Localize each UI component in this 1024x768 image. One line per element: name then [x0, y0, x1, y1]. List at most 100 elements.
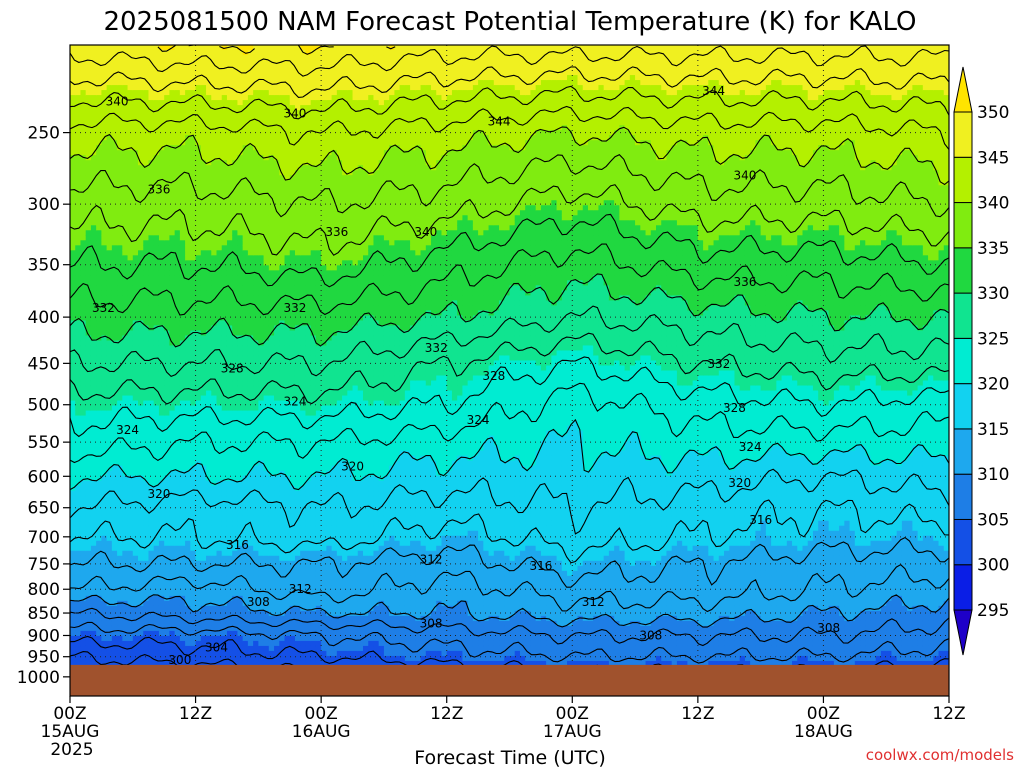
contour-labels: 340 340 344 344 336 340 336 340 336 332 332 332 328 3… [92, 84, 840, 667]
y-tick-label: 600 [28, 467, 60, 487]
contour-label: 324 [284, 395, 307, 409]
x-tick-label: 12Z [932, 704, 965, 724]
colorbar-swatch [953, 111, 973, 158]
contour-line [70, 564, 949, 613]
contour-label: 328 [221, 362, 244, 376]
contour-label: 340 [284, 106, 307, 120]
theta-color-fill [70, 45, 949, 696]
colorbar-swatch [953, 518, 973, 566]
colorbar-swatch [953, 292, 973, 339]
y-tick-label: 950 [28, 648, 60, 668]
contour-label: 324 [467, 413, 490, 427]
chart-title: 2025081500 NAM Forecast Potential Temper… [103, 7, 916, 37]
contour-label: 344 [702, 84, 725, 98]
ground-below-surface [70, 664, 949, 696]
colorbar-label: 340 [977, 194, 1009, 214]
contour-label: 308 [247, 595, 270, 609]
contour-label: 308 [817, 621, 840, 635]
colorbar-label: 315 [977, 420, 1009, 440]
x-tick-day: 16AUG [292, 722, 351, 742]
contour-line [70, 213, 949, 288]
y-tick-label: 400 [28, 308, 60, 328]
x-tick-label: 00Z [305, 704, 338, 724]
colorbar-label: 295 [977, 601, 1009, 621]
contour-label: 312 [582, 595, 605, 609]
y-tick-label: 700 [28, 528, 60, 548]
y-axis-pressure: 2503003504004505005506006507007508008509… [17, 124, 70, 688]
contour-label: 336 [733, 275, 756, 289]
contour-label: 300 [168, 653, 191, 667]
contour-label: 336 [325, 225, 348, 239]
contour-line [70, 621, 949, 664]
y-tick-label: 800 [28, 580, 60, 600]
contour-line [70, 184, 949, 256]
contour-line [70, 66, 949, 98]
colorbar-label: 300 [977, 556, 1009, 576]
contour-label: 332 [92, 301, 115, 315]
contour-line [70, 243, 949, 316]
contour-line [70, 607, 949, 647]
colorbar-label: 310 [977, 465, 1009, 485]
plot-frame [69, 44, 950, 697]
contour-label: 328 [482, 369, 505, 383]
y-tick-label: 250 [28, 124, 60, 144]
colorbar-label: 330 [977, 284, 1009, 304]
y-tick-label: 1000 [17, 668, 60, 688]
contour-label: 332 [425, 341, 448, 355]
contour-label: 332 [707, 357, 730, 371]
contour-line [70, 105, 949, 150]
x-tick-label: 00Z [807, 704, 840, 724]
contour-label: 316 [226, 538, 249, 552]
contour-line [70, 332, 949, 405]
contour-line [70, 305, 949, 378]
contour-label: 308 [639, 628, 662, 642]
colorbar-swatch [953, 337, 973, 385]
colorbar-legend: 295 300 305 310 315 320 325 330 335 340 345 350 [953, 66, 1009, 656]
x-tick-label: 00Z [53, 704, 86, 724]
colorbar-swatch [953, 66, 973, 113]
x-tick-year: 2025 [50, 740, 93, 760]
colorbar-swatch [953, 428, 973, 475]
contour-label: 316 [529, 559, 552, 573]
contour-line [70, 594, 949, 628]
y-tick-label: 350 [28, 256, 60, 276]
contour-label: 320 [341, 459, 364, 473]
x-tick-label: 00Z [556, 704, 589, 724]
contour-line [70, 418, 949, 491]
y-tick-label: 900 [28, 626, 60, 646]
colorbar-swatch [953, 202, 973, 249]
contour-line [70, 126, 949, 186]
y-tick-label: 750 [28, 555, 60, 575]
contour-line [70, 45, 949, 77]
contour-label: 336 [147, 183, 170, 197]
x-axis-label: Forecast Time (UTC) [414, 747, 605, 768]
colorbar-label: 335 [977, 239, 1009, 259]
colorbar-label: 320 [977, 375, 1009, 395]
y-tick-label: 550 [28, 433, 60, 453]
contour-line [70, 635, 949, 677]
x-tick-day: 17AUG [543, 722, 602, 742]
contour-label: 312 [289, 582, 312, 596]
theta-contour-lines [70, 45, 949, 693]
colorbar-label: 305 [977, 510, 1009, 530]
x-tick-label: 12Z [430, 704, 463, 724]
contour-label: 304 [205, 641, 228, 655]
contour-label: 328 [723, 401, 746, 415]
colorbar-swatch [953, 564, 973, 611]
colorbar-swatch [953, 473, 973, 520]
contour-line [70, 499, 949, 564]
y-tick-label: 450 [28, 354, 60, 374]
contour-line [70, 382, 949, 464]
contour-label: 308 [420, 617, 443, 631]
credit-link[interactable]: coolwx.com/models [866, 746, 1014, 764]
contour-label: 344 [488, 114, 511, 128]
contour-line [70, 536, 949, 588]
contour-label: 340 [106, 95, 129, 109]
x-tick-label: 12Z [179, 704, 212, 724]
contour-label: 332 [284, 301, 307, 315]
contour-line [70, 468, 949, 535]
contour-label: 340 [733, 169, 756, 183]
colorbar-label: 345 [977, 148, 1009, 168]
